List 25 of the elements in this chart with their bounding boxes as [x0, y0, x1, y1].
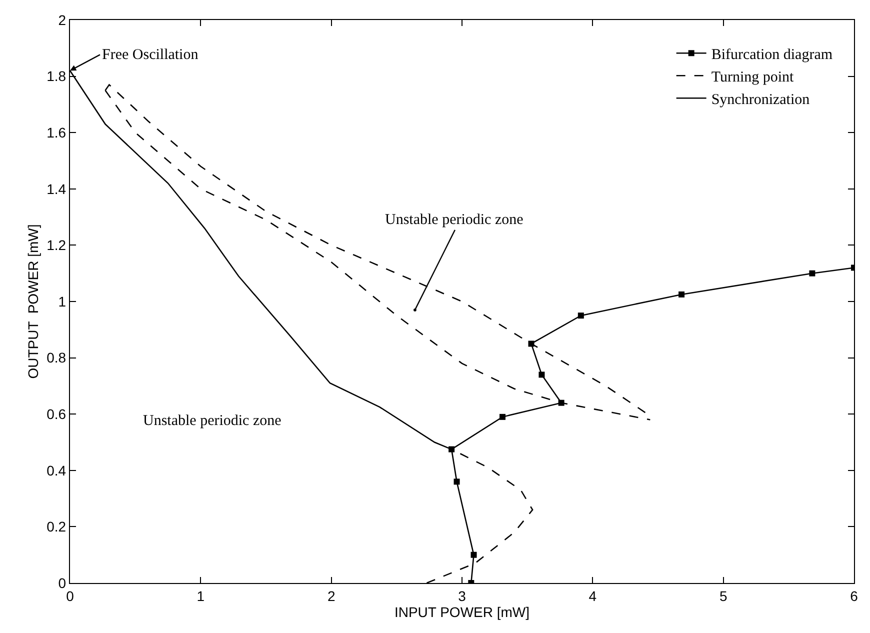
x-tick-label: 3	[458, 588, 466, 604]
x-tick-label: 5	[719, 588, 728, 604]
y-tick-label: 0.8	[46, 350, 66, 366]
y-axis-title: OUTPUT POWER [mW]	[25, 224, 42, 379]
y-tick-label: 0.6	[46, 406, 66, 422]
y-tick-label: 1.6	[46, 124, 66, 140]
y-tick-label: 1.4	[46, 180, 66, 197]
annotation: Free Oscillation	[102, 47, 199, 63]
x-axis-title: INPUT POWER [mW]	[394, 604, 530, 620]
x-tick-label: 4	[588, 588, 597, 604]
y-tick-label: 0	[58, 574, 66, 591]
x-tick-label: 2	[327, 588, 336, 604]
x-tick-label: 6	[850, 588, 858, 604]
annotation: Unstable periodic zone	[143, 413, 282, 429]
x-tick-label: 1	[196, 588, 205, 604]
legend-label: Turning point	[711, 69, 795, 86]
y-tick-label: 0.4	[46, 462, 66, 478]
annotation: Unstable periodic zone	[385, 212, 524, 228]
y-tick-label: 1.2	[46, 237, 66, 254]
y-tick-label: 2	[58, 12, 66, 28]
legend-label: Bifurcation diagram	[711, 46, 833, 63]
y-tick-label: 1	[58, 293, 66, 310]
y-tick-label: 1.8	[46, 68, 66, 84]
y-tick-label: 0.2	[46, 518, 66, 535]
legend-label: Synchronization	[711, 92, 810, 108]
